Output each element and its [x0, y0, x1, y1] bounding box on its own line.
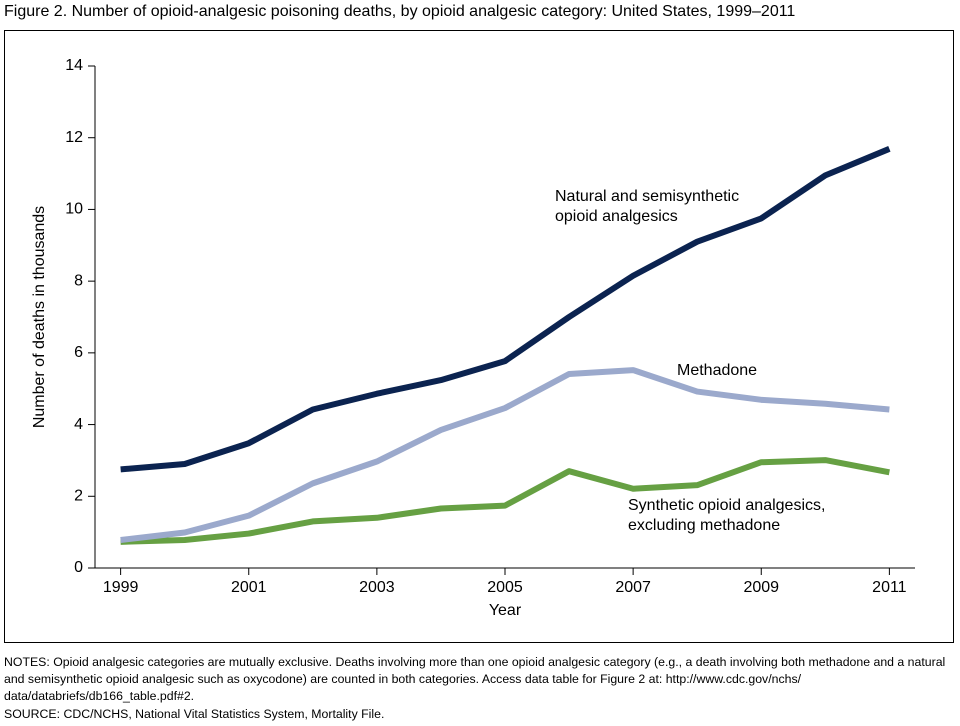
x-tick-label: 2003	[359, 579, 395, 596]
x-axis-title: Year	[489, 602, 522, 619]
series-label: Natural and semisynthetic opioid analges…	[555, 188, 740, 225]
series-line	[120, 367, 890, 544]
y-tick-label: 6	[74, 344, 83, 361]
x-tick-label: 2011	[872, 579, 907, 596]
series-line	[120, 457, 890, 545]
y-tick-label: 4	[74, 416, 83, 433]
x-tick-label: 2007	[615, 579, 651, 596]
series-label: Synthetic opioid analgesics, excluding m…	[628, 497, 826, 534]
chart-title: Figure 2. Number of opioid-analgesic poi…	[4, 3, 796, 20]
x-tick-label: 1999	[103, 579, 139, 596]
chart-frame	[4, 30, 954, 643]
x-tick-label: 2001	[231, 579, 267, 596]
y-tick-label: 14	[65, 57, 83, 74]
y-tick-label: 10	[65, 201, 83, 218]
source: SOURCE: CDC/NCHS, National Vital Statist…	[4, 707, 385, 721]
y-tick-label: 0	[74, 559, 83, 576]
y-axis-title: Number of deaths in thousands	[31, 206, 48, 428]
series-line	[120, 146, 891, 473]
x-tick-label: 2009	[743, 579, 779, 596]
x-tick-label: 2005	[487, 579, 523, 596]
y-tick-label: 2	[74, 488, 83, 505]
y-tick-label: 12	[65, 129, 83, 146]
y-tick-label: 8	[74, 272, 83, 289]
series-label: Methadone	[677, 362, 758, 379]
notes: NOTES: Opioid analgesic categories are m…	[4, 655, 946, 703]
